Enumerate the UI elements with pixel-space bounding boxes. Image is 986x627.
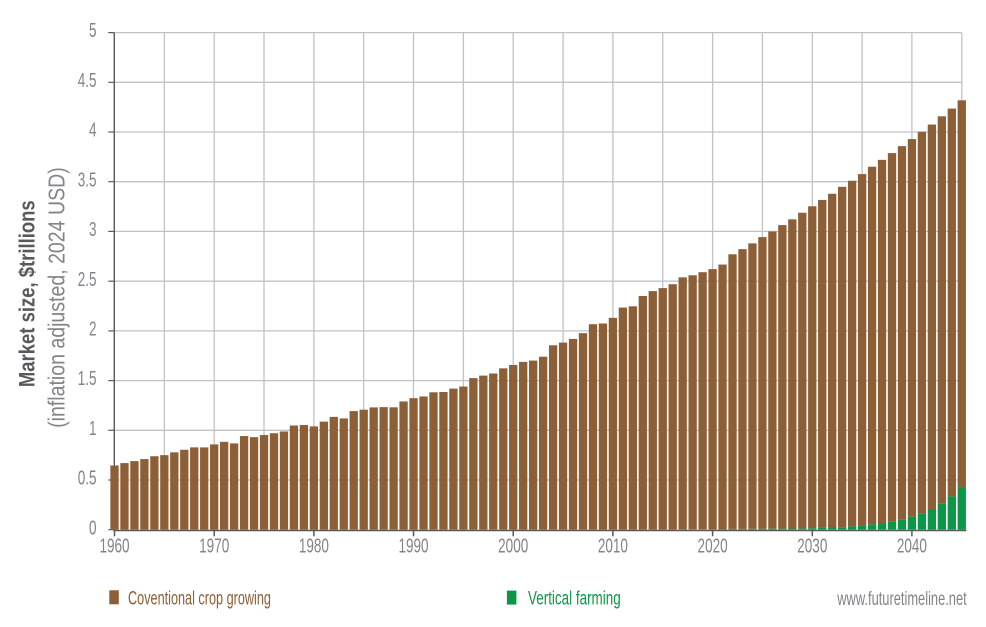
svg-text:0.5: 0.5	[78, 466, 97, 490]
svg-text:1970: 1970	[199, 534, 229, 558]
svg-text:1960: 1960	[99, 534, 129, 558]
svg-text:2040: 2040	[897, 534, 927, 558]
svg-text:2010: 2010	[598, 534, 628, 558]
svg-text:Market size, $trillions: Market size, $trillions	[16, 200, 40, 387]
svg-text:2020: 2020	[698, 534, 728, 558]
svg-text:2000: 2000	[498, 534, 528, 558]
svg-text:Vertical farming: Vertical farming	[528, 587, 621, 609]
svg-text:0: 0	[89, 515, 97, 539]
svg-text:3: 3	[89, 217, 97, 241]
svg-text:(inflation adjusted, 2024 USD): (inflation adjusted, 2024 USD)	[44, 167, 70, 428]
svg-text:1980: 1980	[299, 534, 329, 558]
svg-text:4.5: 4.5	[78, 68, 97, 92]
svg-text:Coventional crop growing: Coventional crop growing	[128, 588, 271, 609]
svg-text:www.futuretimeline.net: www.futuretimeline.net	[836, 587, 967, 609]
svg-text:1.5: 1.5	[78, 366, 97, 390]
svg-text:4: 4	[89, 118, 97, 142]
svg-text:2.5: 2.5	[78, 267, 97, 291]
svg-text:3.5: 3.5	[78, 167, 97, 191]
svg-text:5: 5	[89, 18, 97, 42]
svg-text:1990: 1990	[398, 534, 428, 558]
svg-text:1: 1	[89, 416, 97, 440]
svg-text:2030: 2030	[797, 534, 827, 558]
svg-text:2: 2	[89, 317, 97, 341]
